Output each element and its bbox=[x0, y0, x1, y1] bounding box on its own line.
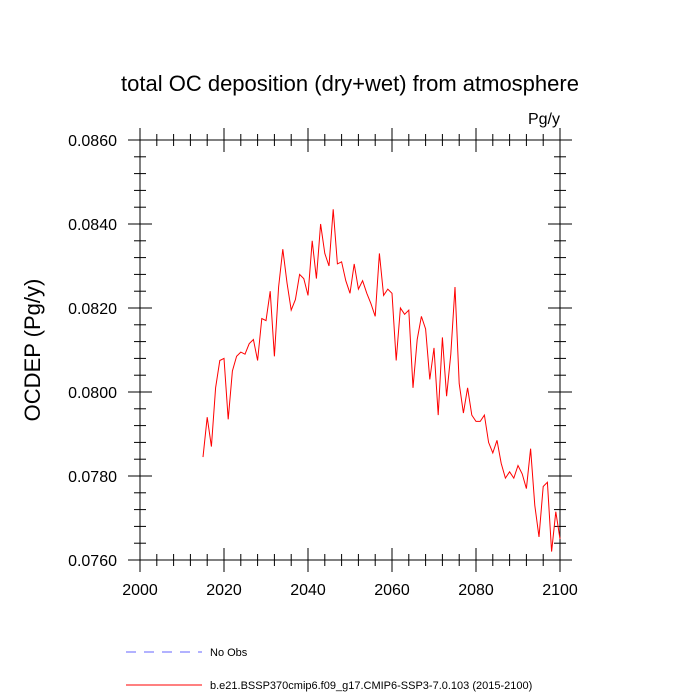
x-tick-label: 2040 bbox=[290, 582, 326, 599]
legend-label: No Obs bbox=[210, 647, 248, 659]
ticks-layer: 2000 2020 2040 2060 2080 2100 0.0760 0.0780 0.08… bbox=[68, 128, 578, 599]
y-tick-label: 0.0820 bbox=[68, 301, 117, 318]
legend-label: b.e21.BSSP370cmip6.f09_g17.CMIP6-SSP3-7.… bbox=[210, 680, 532, 692]
x-tick-label: 2060 bbox=[374, 582, 410, 599]
chart-title: total OC deposition (dry+wet) from atmos… bbox=[121, 71, 579, 96]
y-tick-label: 0.0760 bbox=[68, 553, 117, 570]
x-tick-label: 2100 bbox=[542, 582, 578, 599]
y-tick-label: 0.0840 bbox=[68, 217, 117, 234]
y-tick-label: 0.0800 bbox=[68, 385, 117, 402]
y-tick-label: 0.0780 bbox=[68, 469, 117, 486]
x-tick-label: 2020 bbox=[206, 582, 242, 599]
x-tick-label: 2000 bbox=[122, 582, 158, 599]
y-tick-label: 0.0860 bbox=[68, 133, 117, 150]
series-line bbox=[202, 209, 561, 552]
plot-frame bbox=[139, 139, 561, 561]
legend: No Obs b.e21.BSSP370cmip6.f09_g17.CMIP6-S… bbox=[126, 647, 532, 692]
units-label: Pg/y bbox=[528, 111, 560, 128]
y-axis-label: OCDEP (Pg/y) bbox=[20, 279, 45, 422]
series-layer bbox=[202, 209, 561, 552]
x-tick-label: 2080 bbox=[458, 582, 494, 599]
